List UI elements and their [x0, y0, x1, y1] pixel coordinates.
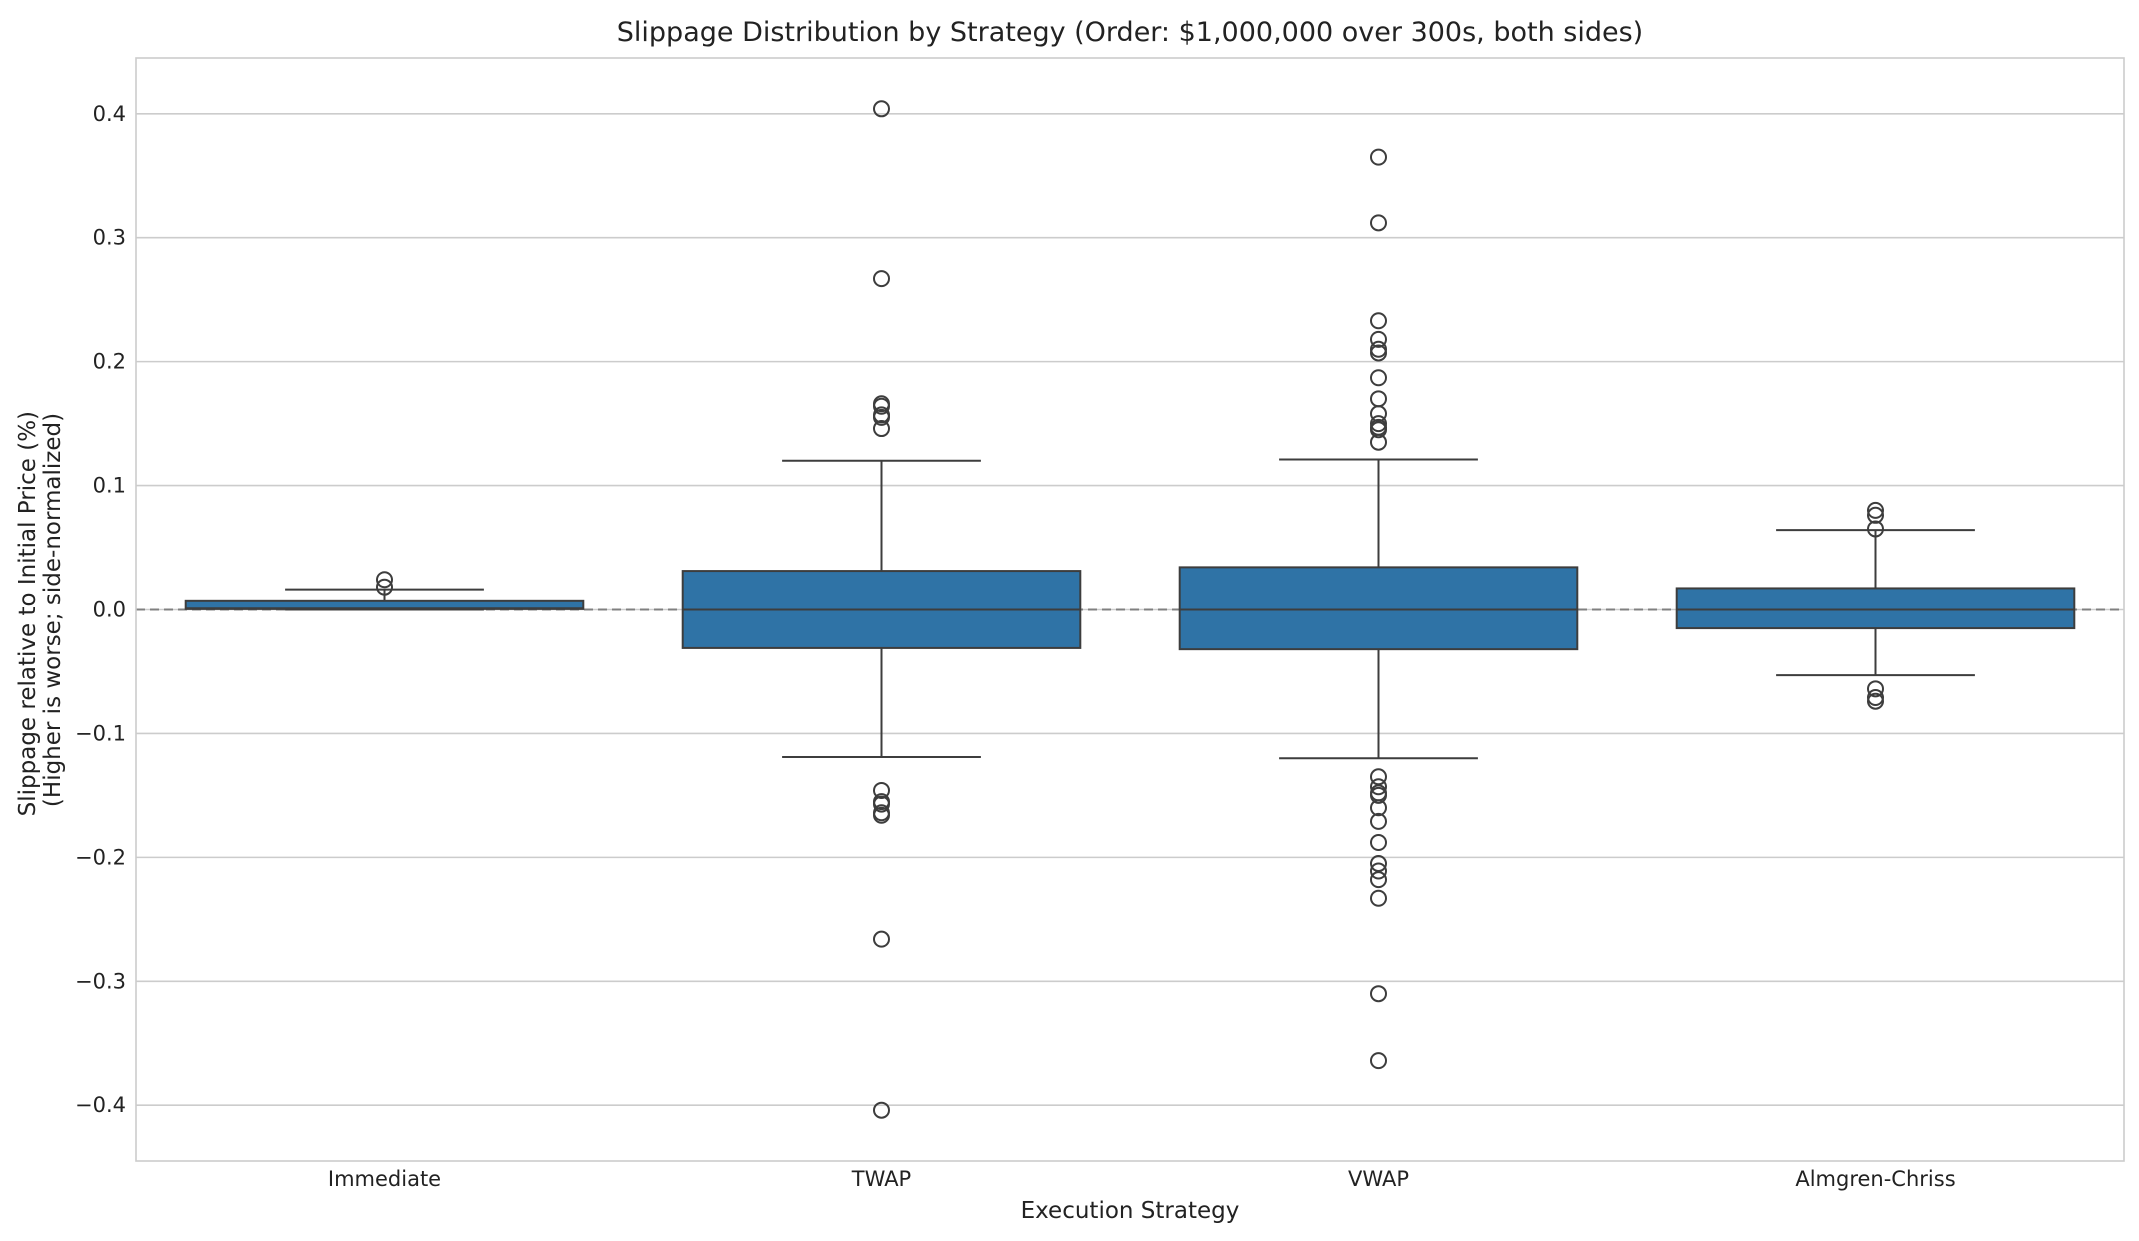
outlier-point — [873, 397, 890, 415]
outlier-point — [873, 408, 890, 426]
outlier-point — [1370, 985, 1387, 1003]
y-tick-label: 0.2 — [93, 350, 126, 374]
outlier-point — [873, 781, 890, 799]
outlier-point — [873, 100, 890, 118]
outlier-point — [1867, 692, 1884, 710]
iqr-box — [1675, 587, 2076, 630]
outlier-point — [1370, 862, 1387, 880]
outlier-point — [1867, 501, 1884, 519]
outlier-point — [1370, 330, 1387, 348]
outlier-point — [1370, 421, 1387, 439]
y-tick-label: 0.4 — [93, 102, 126, 126]
y-tick-label: −0.1 — [75, 721, 126, 745]
x-tick-label: Immediate — [328, 1167, 441, 1191]
outlier-point — [1370, 312, 1387, 330]
outlier-point — [1370, 889, 1387, 907]
y-axis-label: Slippage relative to Initial Price (%) (… — [15, 404, 66, 817]
outlier-point — [1370, 148, 1387, 166]
outlier-point — [1370, 433, 1387, 451]
outlier-point — [873, 795, 890, 813]
chart-title: Slippage Distribution by Strategy (Order… — [617, 17, 1643, 48]
outlier-point — [1370, 871, 1387, 889]
outlier-point — [873, 270, 890, 288]
outlier-point — [1867, 680, 1884, 698]
box-plot-almgren-chriss — [1675, 501, 2076, 710]
y-tick-label: −0.3 — [75, 969, 126, 993]
y-tick-label: 0.3 — [93, 226, 126, 250]
outlier-point — [1370, 786, 1387, 804]
outlier-point — [873, 930, 890, 948]
outlier-point — [1370, 1052, 1387, 1070]
box-plot-twap — [681, 100, 1082, 1119]
y-tick-label: 0.0 — [93, 598, 126, 622]
iqr-box — [1178, 566, 1579, 651]
outlier-point — [1370, 369, 1387, 387]
outlier-point — [1370, 344, 1387, 362]
y-tick-label: −0.2 — [75, 845, 126, 869]
y-tick-labels: 0.4 0.3 0.2 0.1 0.0 −0.1 −0.2 −0.3 −0.4 — [75, 102, 126, 1117]
outlier-point — [1867, 520, 1884, 538]
y-axis-label-line-1: Slippage relative to Initial Price (%) — [15, 411, 41, 816]
grid-lines — [136, 112, 2124, 1107]
box-plot-immediate — [184, 571, 585, 611]
outlier-point — [873, 1101, 890, 1119]
box-plot-vwap — [1178, 148, 1579, 1070]
outlier-point — [376, 571, 393, 589]
outlier-point — [873, 420, 890, 438]
outlier-point — [1370, 812, 1387, 830]
x-axis-label: Execution Strategy — [1021, 1198, 1240, 1224]
x-tick-label: VWAP — [1348, 1167, 1409, 1191]
y-tick-label: −0.4 — [75, 1093, 126, 1117]
outlier-point — [1370, 405, 1387, 423]
x-tick-label: Almgren-Chriss — [1795, 1167, 1955, 1191]
outlier-point — [1370, 855, 1387, 873]
outlier-point — [873, 806, 890, 824]
outlier-point — [1370, 799, 1387, 817]
box-plots — [184, 100, 2076, 1119]
x-tick-label: TWAP — [851, 1167, 911, 1191]
plot-frame — [135, 57, 2125, 1162]
outlier-point — [1370, 768, 1387, 786]
outlier-point — [1867, 506, 1884, 524]
outlier-point — [1370, 214, 1387, 232]
outlier-point — [376, 578, 393, 596]
outlier-point — [1370, 833, 1387, 851]
y-tick-label: 0.1 — [93, 474, 126, 498]
y-axis-label-line-2: (Higher is worse; side-normalized) — [40, 413, 66, 807]
x-tick-labels: Immediate TWAP VWAP Almgren-Chriss — [328, 1167, 1956, 1191]
outlier-point — [1370, 778, 1387, 796]
